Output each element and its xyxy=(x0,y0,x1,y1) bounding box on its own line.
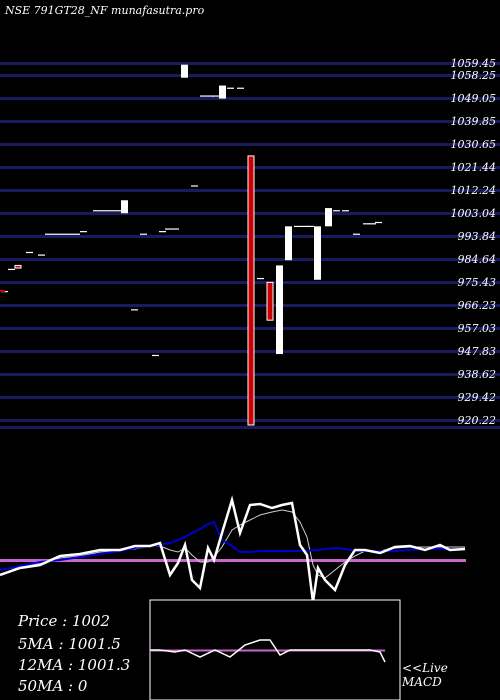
macd-panel xyxy=(150,639,386,663)
live-macd-label: <<Live MACD xyxy=(402,661,448,689)
candle-tick xyxy=(66,233,73,235)
y-tick-label: 1049.05 xyxy=(451,92,497,105)
candle-down xyxy=(247,155,255,426)
candle-tick xyxy=(52,233,59,235)
candle-tick xyxy=(207,95,214,97)
candle-tick xyxy=(342,210,349,212)
candle-tick xyxy=(227,87,234,89)
ma5-stat: 5MA : 1001.5 xyxy=(18,635,121,653)
macd-line xyxy=(150,639,386,663)
candle-tick xyxy=(140,233,147,235)
candlestick-series xyxy=(0,64,382,426)
candle-tick xyxy=(333,210,340,212)
candle-tick xyxy=(131,309,138,311)
y-tick-label: 1059.45 xyxy=(451,57,497,70)
moving-average-panel xyxy=(0,495,466,603)
y-tick-label: 920.22 xyxy=(458,414,497,427)
candle-up xyxy=(181,64,188,78)
price-stat: Price : 1002 xyxy=(18,612,111,630)
y-tick-label: 966.23 xyxy=(458,299,497,312)
candle-tick xyxy=(353,233,360,235)
y-tick-label: 957.03 xyxy=(458,322,497,335)
candle-up xyxy=(219,85,226,99)
candle-tick xyxy=(165,228,172,230)
y-tick-label: 1012.24 xyxy=(451,184,497,197)
smoothed-line xyxy=(0,509,465,579)
price-line xyxy=(0,495,466,603)
y-tick-label: 975.43 xyxy=(458,276,497,289)
candle-tick xyxy=(172,228,179,230)
candle-tick xyxy=(237,87,244,89)
candle-tick xyxy=(294,225,301,228)
candle-tick xyxy=(257,277,264,280)
candle-tick xyxy=(114,210,121,212)
y-tick-label: 1039.85 xyxy=(451,115,497,128)
y-tick-label: 1003.04 xyxy=(451,207,497,220)
candle-up xyxy=(276,265,283,355)
candle-tick xyxy=(159,231,166,233)
candle-tick xyxy=(200,95,207,97)
edge-marker xyxy=(0,290,5,292)
ma50-stat: 50MA : 0 xyxy=(18,677,88,695)
candle-tick xyxy=(59,233,66,235)
candle-tick xyxy=(8,268,15,271)
candle-tick xyxy=(375,221,382,224)
candle-tick xyxy=(107,210,114,212)
y-tick-label: 993.84 xyxy=(458,230,497,243)
macd-label: MACD xyxy=(402,675,442,689)
y-tick-label: 947.83 xyxy=(458,345,497,358)
y-tick-label: 1030.65 xyxy=(451,138,497,151)
candle-tick xyxy=(301,225,308,228)
y-tick-label: 984.64 xyxy=(458,253,497,266)
candle-up xyxy=(314,226,321,280)
candle-tick xyxy=(93,210,100,212)
candle-tick xyxy=(191,185,198,187)
candle-tick xyxy=(80,231,87,233)
candle-down xyxy=(266,281,274,321)
candle-up xyxy=(285,226,292,261)
y-tick-label: 1058.25 xyxy=(451,69,497,82)
y-tick-label: 1021.44 xyxy=(451,161,497,174)
live-label: <<Live xyxy=(402,661,448,675)
candle-up xyxy=(325,208,332,227)
candle-tick xyxy=(212,95,219,97)
y-tick-label: 929.42 xyxy=(458,391,497,404)
candle-tick xyxy=(26,251,33,254)
candle-tick xyxy=(369,223,376,225)
candle-tick xyxy=(363,223,370,225)
candle-tick xyxy=(38,254,45,256)
y-tick-label: 938.62 xyxy=(458,368,497,381)
chart-title: NSE 791GT28_NF munafasutra.pro xyxy=(4,4,205,17)
candle-tick xyxy=(45,233,52,235)
candle-up xyxy=(121,200,128,214)
ma12-stat: 12MA : 1001.3 xyxy=(18,656,131,674)
candle-tick xyxy=(73,233,80,235)
candle-tick xyxy=(100,210,107,212)
candle-down xyxy=(14,264,22,269)
candle-tick xyxy=(307,225,314,228)
candle-tick xyxy=(152,354,159,357)
